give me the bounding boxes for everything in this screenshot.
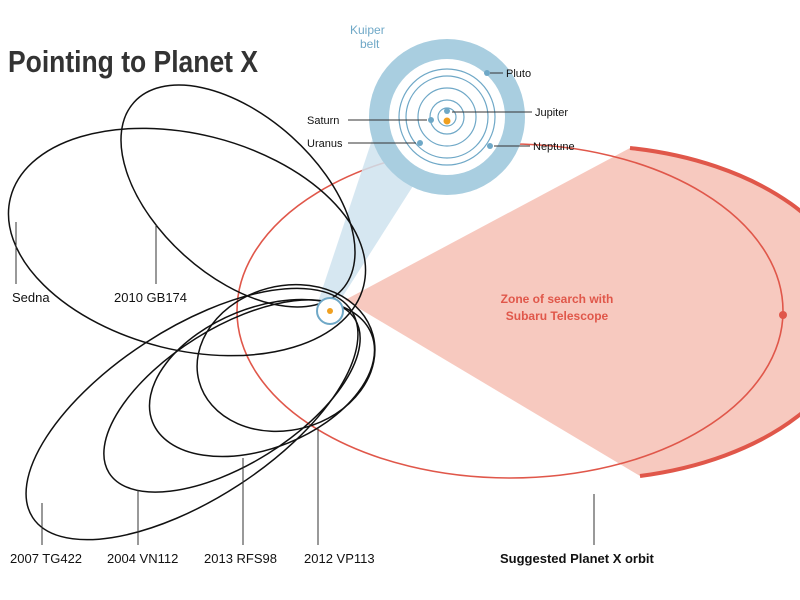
orbits xyxy=(7,84,376,541)
sun-small xyxy=(327,308,333,314)
search-zone xyxy=(345,148,800,476)
object-label: Sedna xyxy=(12,290,50,305)
vp113-orbit xyxy=(196,283,376,433)
object-label: 2007 TG422 xyxy=(10,551,82,566)
inset: Kuiper belt Pluto Jupiter Saturn Uranus … xyxy=(307,23,575,195)
planet-label: Neptune xyxy=(533,141,575,153)
zone-label: Subaru Telescope xyxy=(506,309,609,323)
planet-x-zone-arc xyxy=(629,146,800,478)
object-label: 2010 GB174 xyxy=(114,290,187,305)
planet-label: Uranus xyxy=(307,138,343,150)
leaders xyxy=(15,222,595,545)
rfs98-orbit xyxy=(148,298,376,458)
kuiper-label: belt xyxy=(360,37,380,51)
title: Pointing to Planet X xyxy=(8,44,258,79)
gb174-orbit xyxy=(120,84,356,308)
object-label: 2004 VN112 xyxy=(107,551,178,566)
planet-label: Saturn xyxy=(307,115,339,127)
object-label: 2012 VP113 xyxy=(304,551,375,566)
planet-x xyxy=(779,311,787,319)
planet-x-label: Suggested Planet X orbit xyxy=(500,551,655,566)
planet-label: Pluto xyxy=(506,68,531,80)
object-label: 2013 RFS98 xyxy=(204,551,277,566)
zone-label: Zone of search with xyxy=(501,292,614,306)
sedna-orbit xyxy=(7,127,367,357)
sun xyxy=(443,117,451,125)
kuiper-label: Kuiper xyxy=(350,23,385,37)
vn112-orbit xyxy=(103,299,361,493)
zoom-funnel xyxy=(318,140,420,302)
planet-label: Jupiter xyxy=(535,107,568,119)
